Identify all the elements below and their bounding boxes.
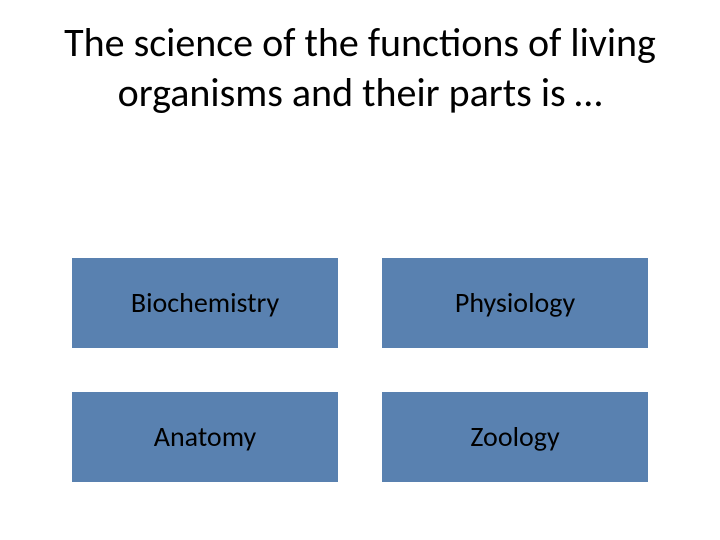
option-biochemistry[interactable]: Biochemistry [72,258,338,348]
option-anatomy[interactable]: Anatomy [72,392,338,482]
option-zoology[interactable]: Zoology [382,392,648,482]
options-grid: Biochemistry Physiology Anatomy Zoology [72,258,648,482]
option-physiology[interactable]: Physiology [382,258,648,348]
option-label: Physiology [455,289,575,317]
option-label: Anatomy [154,423,256,451]
question-text: The science of the functions of living o… [0,18,720,118]
option-label: Zoology [470,423,559,451]
option-label: Biochemistry [131,289,279,317]
